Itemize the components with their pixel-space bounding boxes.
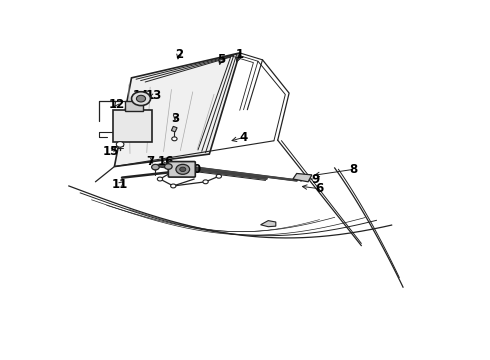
Circle shape bbox=[136, 95, 146, 102]
Polygon shape bbox=[125, 102, 143, 111]
Polygon shape bbox=[293, 174, 312, 182]
Text: 14: 14 bbox=[133, 89, 149, 102]
Text: 2: 2 bbox=[175, 48, 183, 61]
Polygon shape bbox=[261, 221, 276, 227]
Text: 6: 6 bbox=[316, 182, 323, 195]
Text: 15: 15 bbox=[102, 145, 119, 158]
Circle shape bbox=[157, 177, 163, 181]
Text: 5: 5 bbox=[217, 53, 225, 66]
Text: 4: 4 bbox=[240, 131, 247, 144]
Text: 11: 11 bbox=[112, 178, 128, 191]
Circle shape bbox=[165, 164, 172, 169]
Text: 9: 9 bbox=[312, 172, 320, 185]
Text: 16: 16 bbox=[157, 154, 174, 167]
Circle shape bbox=[216, 174, 221, 178]
Circle shape bbox=[171, 184, 176, 188]
Circle shape bbox=[116, 141, 124, 147]
Text: 3: 3 bbox=[171, 112, 179, 125]
Circle shape bbox=[176, 164, 190, 174]
Polygon shape bbox=[172, 126, 177, 132]
Text: 8: 8 bbox=[349, 163, 358, 176]
Circle shape bbox=[180, 167, 186, 172]
Text: 13: 13 bbox=[146, 89, 162, 102]
Circle shape bbox=[172, 137, 177, 141]
Text: 7: 7 bbox=[147, 154, 154, 167]
Circle shape bbox=[151, 164, 159, 170]
Polygon shape bbox=[113, 110, 152, 141]
Circle shape bbox=[203, 180, 208, 184]
Text: 1: 1 bbox=[236, 48, 244, 61]
Text: 10: 10 bbox=[186, 163, 202, 176]
Polygon shape bbox=[115, 53, 240, 167]
Text: 12: 12 bbox=[108, 98, 124, 111]
Circle shape bbox=[131, 92, 150, 105]
FancyBboxPatch shape bbox=[169, 162, 196, 177]
